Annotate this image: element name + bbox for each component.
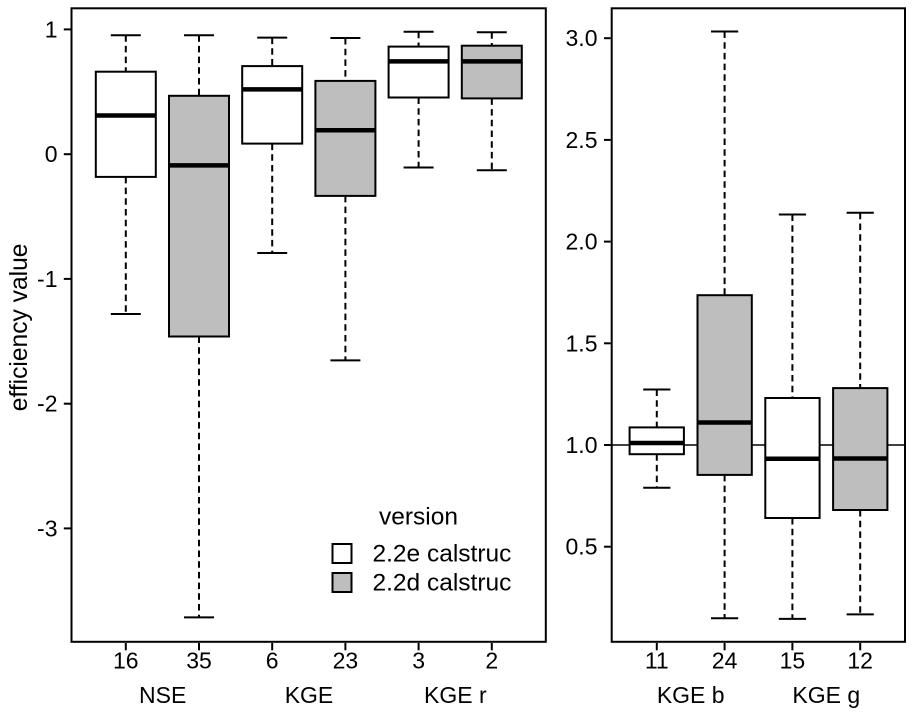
svg-text:0: 0 — [45, 141, 58, 167]
svg-text:efficiency value: efficiency value — [6, 244, 33, 412]
svg-text:-1: -1 — [37, 266, 57, 292]
svg-text:KGE: KGE — [285, 682, 334, 708]
svg-text:-2: -2 — [37, 391, 57, 417]
svg-text:-3: -3 — [37, 515, 57, 541]
svg-text:24: 24 — [712, 648, 738, 674]
svg-text:12: 12 — [847, 648, 873, 674]
svg-text:11: 11 — [645, 648, 669, 674]
svg-text:KGE b: KGE b — [657, 682, 725, 708]
svg-text:KGE r: KGE r — [424, 682, 487, 708]
svg-text:23: 23 — [333, 648, 359, 674]
svg-text:KGE g: KGE g — [792, 682, 860, 708]
svg-text:0.5: 0.5 — [566, 534, 598, 560]
svg-text:2: 2 — [485, 648, 498, 674]
svg-text:version: version — [379, 504, 458, 531]
svg-text:1.0: 1.0 — [566, 432, 598, 458]
svg-text:NSE: NSE — [139, 682, 186, 708]
svg-text:6: 6 — [266, 648, 279, 674]
svg-text:1: 1 — [45, 16, 58, 42]
svg-text:2.2d calstruc: 2.2d calstruc — [373, 570, 512, 597]
svg-text:35: 35 — [186, 648, 212, 674]
svg-text:2.2e calstruc: 2.2e calstruc — [373, 541, 512, 568]
svg-text:16: 16 — [113, 648, 139, 674]
svg-text:2.0: 2.0 — [566, 229, 598, 255]
svg-text:3.0: 3.0 — [566, 25, 598, 51]
svg-text:1.5: 1.5 — [566, 330, 598, 356]
svg-text:3: 3 — [412, 648, 425, 674]
svg-text:15: 15 — [780, 648, 806, 674]
svg-text:2.5: 2.5 — [566, 127, 598, 153]
